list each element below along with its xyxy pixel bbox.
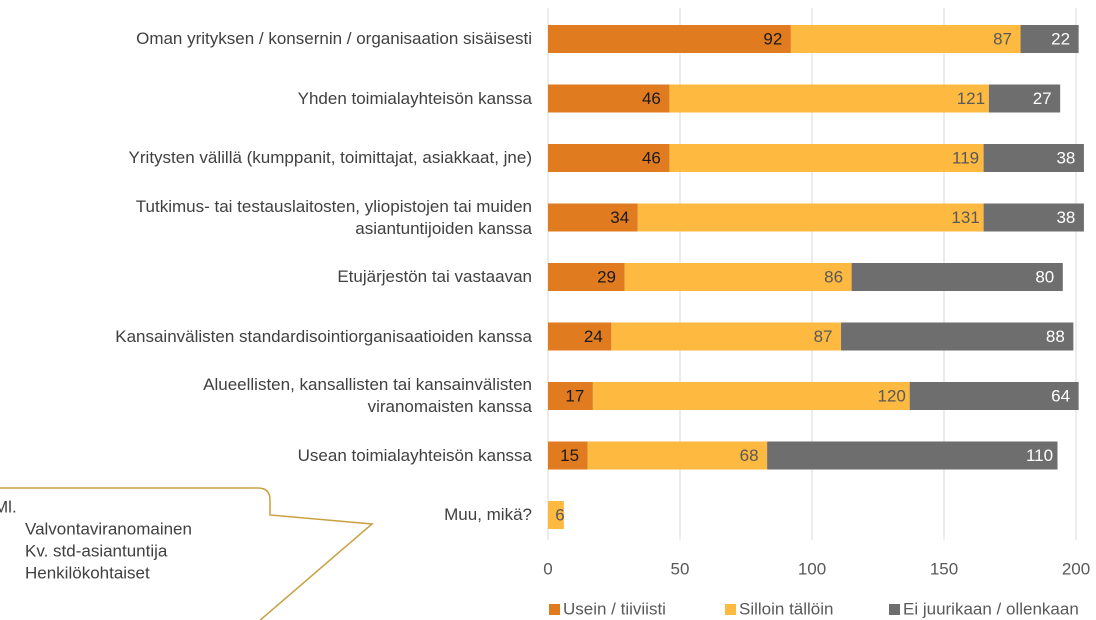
value-label: 87 [993, 29, 1012, 48]
value-label: 15 [560, 446, 579, 465]
value-label: 17 [565, 386, 584, 405]
bar-segment [548, 203, 638, 232]
category-label: Yritysten välillä (kumppanit, toimittaja… [128, 148, 532, 167]
bar-segment [548, 144, 670, 172]
bar-segment [983, 203, 1084, 232]
value-label: 88 [1046, 327, 1065, 346]
bar-segment [851, 263, 1063, 291]
bar-segment [669, 144, 984, 172]
value-label: 64 [1051, 386, 1070, 405]
category-label: Muu, mikä? [444, 505, 532, 524]
category-label: Yhden toimialayhteisön kanssa [297, 88, 532, 108]
annotation-line: Kv. std-asiantuntija [25, 541, 168, 560]
bar-segment [767, 441, 1058, 470]
callout-bubble [0, 487, 374, 620]
category-label: Etujärjestön tai vastaavan [337, 267, 532, 286]
x-tick-label: 200 [1062, 559, 1090, 578]
bar-segment [592, 382, 910, 410]
bar-segment [548, 322, 612, 351]
legend-swatch [549, 604, 560, 615]
bar-segment [988, 84, 1061, 113]
legend-label: Ei juurikaan / ollenkaan [903, 599, 1079, 618]
x-tick-label: 0 [543, 559, 552, 578]
annotation-line: Ml. [0, 497, 17, 516]
category-label: Oman yrityksen / konsernin / organisaati… [136, 29, 532, 48]
bar-segment [587, 441, 768, 470]
value-label: 86 [824, 267, 843, 286]
x-tick-label: 100 [798, 559, 826, 578]
value-label: 121 [957, 89, 985, 108]
value-label: 24 [584, 327, 603, 346]
value-label: 46 [642, 148, 661, 167]
value-label: 27 [1033, 89, 1052, 108]
bar-segment [548, 501, 564, 529]
x-tick-label: 50 [671, 559, 690, 578]
value-label: 22 [1051, 29, 1070, 48]
value-label: 38 [1056, 208, 1075, 227]
category-label: Tutkimus- tai testauslaitosten, yliopist… [135, 196, 532, 238]
legend-label: Usein / tiiviisti [563, 599, 666, 618]
bar-segment [548, 25, 791, 53]
bar-segment [611, 322, 842, 351]
value-label: 6 [555, 505, 564, 524]
value-label: 87 [814, 327, 833, 346]
annotation-line: Henkilökohtaiset [25, 563, 150, 582]
value-label: 120 [877, 386, 905, 405]
value-label: 46 [642, 89, 661, 108]
bar-segment [790, 25, 1021, 53]
legend-label: Silloin tällöin [739, 599, 834, 618]
legend-swatch [889, 604, 900, 615]
value-label: 80 [1035, 267, 1054, 286]
bar-segment [1020, 25, 1079, 53]
category-label: Usean toimialayhteisön kanssa [297, 445, 532, 465]
category-label: Alueellisten, kansallisten tai kansainvä… [203, 375, 532, 416]
x-tick-label: 150 [930, 559, 958, 578]
value-label: 29 [597, 267, 616, 286]
bar-segment [841, 322, 1074, 351]
category-label: Kansainvälisten standardisointiorganisaa… [115, 326, 532, 346]
value-label: 110 [1026, 446, 1053, 465]
value-label: 92 [763, 29, 782, 48]
legend-swatch [725, 604, 736, 615]
bar-segment [909, 382, 1079, 410]
value-label: 38 [1056, 148, 1075, 167]
annotation-line: Valvontaviranomainen [25, 519, 192, 538]
bar-segment [669, 84, 989, 113]
bar-segment [624, 263, 852, 291]
value-label: 68 [740, 446, 759, 465]
bar-segment [548, 382, 593, 410]
value-label: 34 [610, 208, 629, 227]
bar-segment [548, 84, 670, 113]
bar-segment [983, 144, 1084, 172]
value-label: 119 [952, 148, 979, 167]
bar-segment [548, 441, 588, 470]
bar-segment [637, 203, 984, 232]
value-label: 131 [951, 208, 979, 227]
bar-segment [548, 263, 625, 291]
